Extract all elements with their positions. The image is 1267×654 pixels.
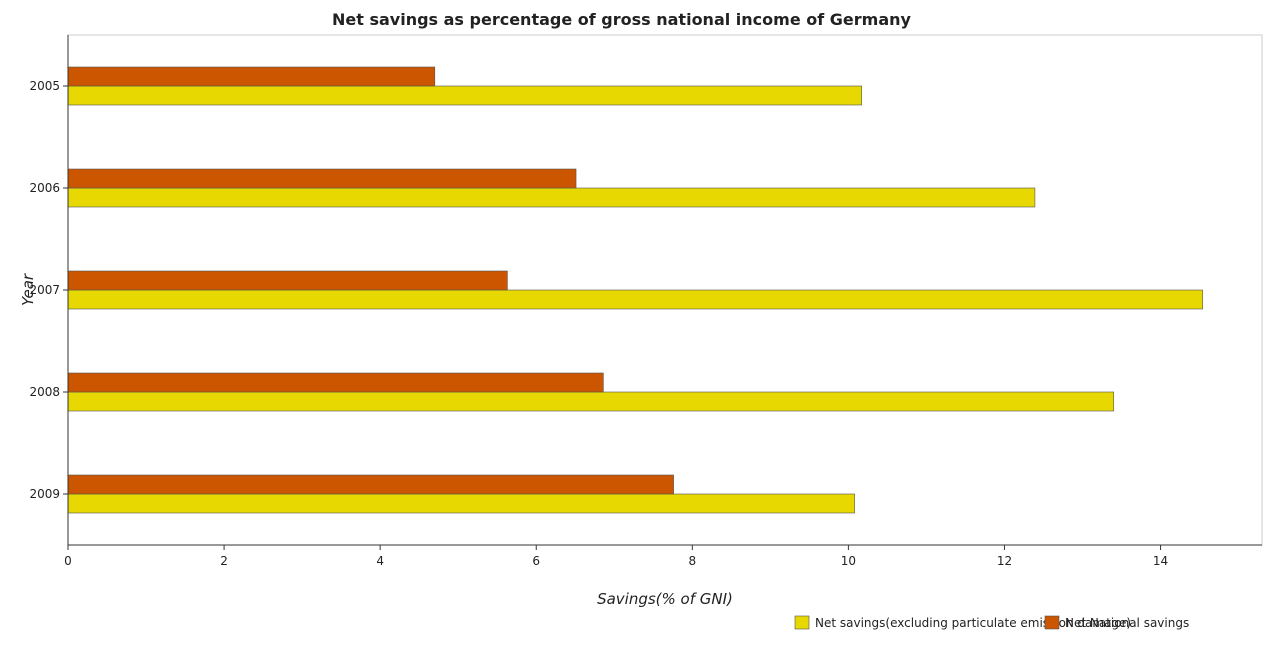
x-axis-label: Savings(% of GNI) [597,590,733,608]
bar-2005-series-2 [67,66,436,87]
chart-title: Net savings as percentage of gross natio… [332,10,912,29]
legend-swatch [1044,615,1060,630]
bar-2005-series-1 [67,85,862,106]
y-tick-label: 2006 [29,181,60,195]
x-tick-label: 8 [688,554,696,568]
x-tick-label: 6 [532,554,540,568]
legend: Net savings(excluding particulate emissi… [794,615,1189,630]
y-tick-label: 2005 [29,79,60,93]
x-tick-label: 4 [376,554,384,568]
legend-label: Net National savings [1065,616,1189,630]
bar-2006-series-1 [67,187,1036,208]
y-tick-label: 2007 [29,283,60,297]
bars-group [67,66,1203,514]
bar-2007-series-1 [67,289,1203,310]
y-axis-label: Year [19,273,37,306]
bar-2009-series-1 [67,493,855,514]
legend-swatch [794,615,810,630]
x-tick-label: 12 [997,554,1012,568]
y-tick-label: 2008 [29,385,60,399]
bar-2007-series-2 [67,270,508,291]
x-tick-label: 14 [1153,554,1168,568]
x-ticks: 0 2 4 6 8 10 12 14 [64,544,1262,568]
x-tick-label: 10 [841,554,856,568]
bar-2008-series-1 [67,391,1115,412]
bar-2009-series-2 [67,474,674,495]
x-tick-label: 0 [64,554,72,568]
bar-2008-series-2 [67,372,604,393]
y-ticks: 2005 2006 2007 2008 2009 [29,35,69,545]
x-tick-label: 2 [220,554,228,568]
bar-2006-series-2 [67,168,577,189]
y-tick-label: 2009 [29,487,60,501]
